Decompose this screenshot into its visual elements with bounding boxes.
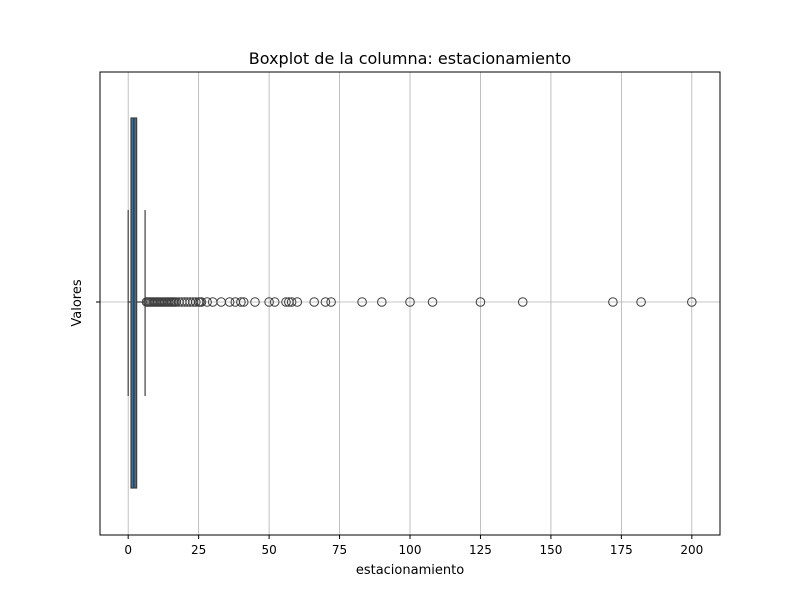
chart-title: Boxplot de la columna: estacionamiento: [249, 49, 571, 68]
outlier-point: [269, 297, 280, 307]
outlier-point: [191, 297, 201, 307]
x-tick-label: 50: [261, 543, 276, 557]
outlier-point: [357, 297, 367, 307]
x-tick-label: 75: [332, 543, 347, 557]
x-axis-label: estacionamiento: [356, 563, 464, 578]
outlier-point: [377, 297, 387, 307]
outlier-point: [427, 297, 438, 307]
outlier-point: [608, 297, 618, 307]
outlier-point: [326, 297, 336, 307]
outlier-point: [196, 297, 207, 307]
outlier-point: [636, 297, 646, 307]
x-tick-label: 125: [469, 543, 492, 557]
outlier-point: [286, 297, 297, 307]
outlier-point: [517, 297, 528, 307]
outlier-point: [320, 297, 331, 307]
outlier-point: [475, 297, 486, 307]
outlier-point: [309, 297, 319, 307]
outlier-point: [238, 297, 249, 307]
outlier-point: [405, 297, 415, 307]
x-tick-label: 150: [539, 543, 562, 557]
x-axis-ticks: 0 25 50 75 100 125 150 175 200: [124, 535, 703, 557]
x-tick-label: 100: [399, 543, 422, 557]
outlier-point: [236, 297, 246, 307]
y-axis-label: Valores: [70, 279, 85, 326]
x-tick-label: 175: [610, 543, 633, 557]
outlier-point: [224, 297, 235, 307]
x-tick-label: 200: [680, 543, 703, 557]
outlier-point: [250, 297, 260, 307]
grid-lines: [100, 72, 720, 535]
outlier-point: [687, 297, 697, 307]
x-tick-label: 25: [191, 543, 206, 557]
outlier-points: [141, 297, 697, 307]
x-tick-label: 0: [124, 543, 132, 557]
outlier-point: [292, 297, 303, 307]
outlier-point: [264, 297, 274, 307]
outlier-point: [281, 297, 291, 307]
outlier-point: [202, 297, 212, 307]
